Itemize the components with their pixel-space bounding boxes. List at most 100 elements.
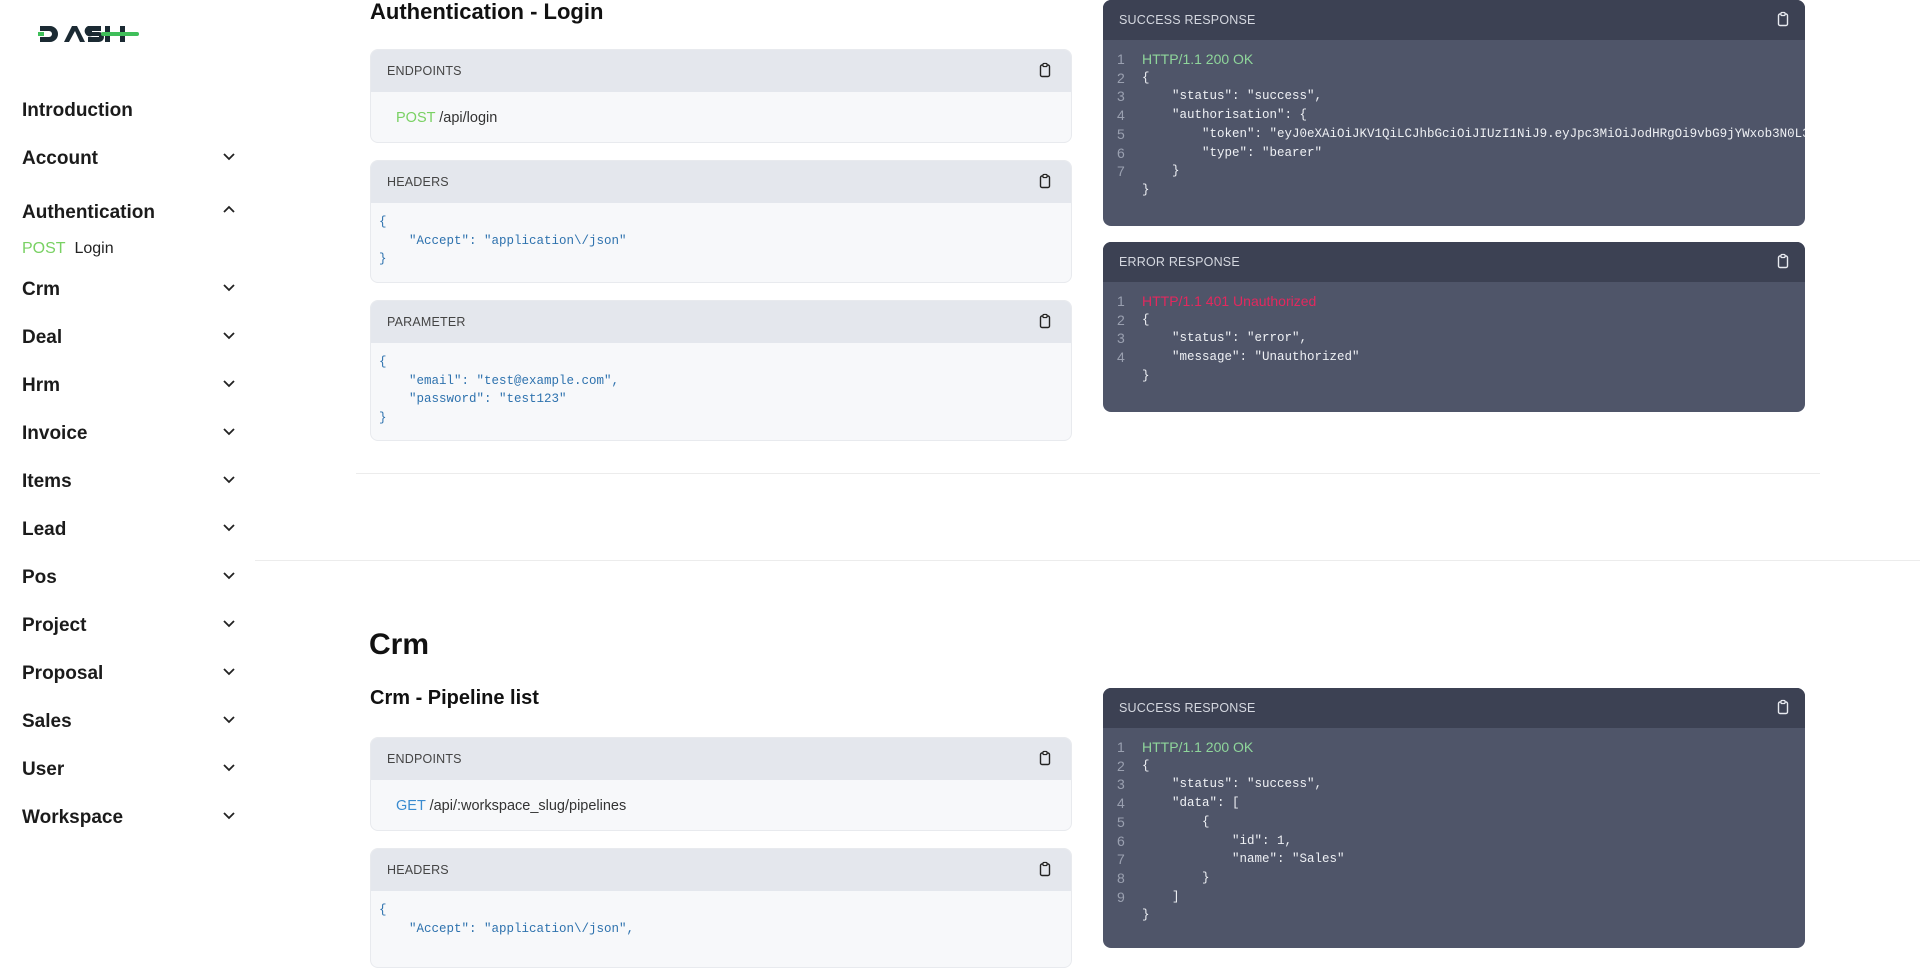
headers-code: { "Accept": "application\/json"} <box>371 203 1071 279</box>
code-text: "id": 1, <box>1142 833 1293 848</box>
code-text: "name": "Sales" <box>1142 852 1345 867</box>
success-code: 1 HTTP/1.1 200 OK 2{3 "status": "success",… <box>1103 40 1805 200</box>
clipboard-icon[interactable] <box>1775 253 1791 272</box>
code-line: 2{ <box>1103 69 1805 88</box>
clipboard-icon[interactable] <box>1037 62 1053 81</box>
sidebar-item-pos[interactable]: Pos <box>22 565 237 591</box>
chevron-down-icon[interactable] <box>221 567 237 589</box>
status-line: HTTP/1.1 401 Unauthorized <box>1142 293 1317 309</box>
sidebar-item-user[interactable]: User <box>22 757 237 783</box>
code-text: "status": "success", <box>1142 777 1323 792</box>
sidebar-item-project[interactable]: Project <box>22 613 237 639</box>
sidebar-item-crm[interactable]: Crm <box>22 277 237 303</box>
sidebar: Introduction Account Authentication POST Lo… <box>0 0 255 930</box>
sidebar-item-label: Lead <box>22 519 67 540</box>
sidebar-subitem-login[interactable]: POST Login <box>22 240 114 258</box>
chevron-down-icon[interactable] <box>221 375 237 397</box>
chevron-down-icon[interactable] <box>221 148 237 170</box>
endpoints-label: ENDPOINTS <box>387 752 462 766</box>
sidebar-item-account[interactable]: Account <box>22 146 237 172</box>
line-number <box>1103 367 1142 386</box>
clipboard-icon[interactable] <box>1775 699 1791 718</box>
method-badge: GET <box>396 798 426 814</box>
code-text: "authorisation": { <box>1142 108 1308 123</box>
code-line: } <box>379 410 387 425</box>
code-line: 4 "authorisation": { <box>1103 106 1805 125</box>
clipboard-icon[interactable] <box>1037 750 1053 769</box>
code-text: { <box>1142 814 1210 829</box>
clipboard-icon[interactable] <box>1037 313 1053 332</box>
chevron-down-icon[interactable] <box>221 423 237 445</box>
sidebar-item-label: Pos <box>22 567 57 588</box>
status-line: HTTP/1.1 200 OK <box>1142 739 1254 755</box>
headers-card: HEADERS { "Accept": "application\/json"} <box>370 160 1072 283</box>
sidebar-item-deal[interactable]: Deal <box>22 325 237 351</box>
line-number: 2 <box>1117 311 1125 328</box>
chevron-down-icon[interactable] <box>221 519 237 541</box>
sidebar-item-workspace[interactable]: Workspace <box>22 805 237 831</box>
code-text: } <box>1142 368 1150 383</box>
sidebar-subitem-label: Login <box>74 240 114 257</box>
success-response-panel: SUCCESS RESPONSE 1 HTTP/1.1 200 OK 2{3 "st… <box>1103 0 1805 226</box>
chevron-down-icon[interactable] <box>221 615 237 637</box>
line-number: 6 <box>1117 144 1125 161</box>
error-response-panel: ERROR RESPONSE 1 HTTP/1.1 401 Unauthorize… <box>1103 242 1805 412</box>
sidebar-item-label: Sales <box>22 711 72 732</box>
line-number: 4 <box>1117 107 1125 124</box>
line-number: 1 <box>1117 51 1125 67</box>
code-text: } <box>1142 182 1150 197</box>
line-number: 3 <box>1117 776 1125 793</box>
chevron-down-icon[interactable] <box>221 471 237 493</box>
chevron-down-icon[interactable] <box>221 279 237 301</box>
endpoint-url: POST /api/login <box>371 92 1071 126</box>
section-divider <box>255 560 1920 561</box>
sidebar-item-lead[interactable]: Lead <box>22 517 237 543</box>
endpoint-title: Crm - Pipeline list <box>370 687 539 709</box>
code-text: "status": "success", <box>1142 89 1323 104</box>
clipboard-icon[interactable] <box>1775 11 1791 30</box>
line-number: 3 <box>1117 88 1125 105</box>
code-line: 5 { <box>1103 813 1805 832</box>
code-text: "token": "eyJ0eXAiOiJKV1QiLCJhbGciOiJIUz… <box>1142 126 1805 141</box>
clipboard-icon[interactable] <box>1037 173 1053 192</box>
chevron-down-icon[interactable] <box>221 327 237 349</box>
endpoint-title: Authentication - Login <box>370 0 604 24</box>
chevron-down-icon[interactable] <box>221 711 237 733</box>
sidebar-item-sales[interactable]: Sales <box>22 709 237 735</box>
line-number <box>1103 906 1142 925</box>
code-line: 2{ <box>1103 757 1805 776</box>
dash-logo[interactable] <box>38 22 140 53</box>
line-number <box>1103 181 1142 200</box>
endpoint-url: GET /api/:workspace_slug/pipelines <box>371 780 1071 814</box>
code-line: "Accept": "application\/json" <box>379 233 627 248</box>
sidebar-item-hrm[interactable]: Hrm <box>22 373 237 399</box>
sidebar-item-authentication[interactable]: Authentication <box>22 200 237 226</box>
code-line: { <box>379 355 387 369</box>
line-number: 4 <box>1117 795 1125 812</box>
code-line: 3 "status": "error", <box>1103 329 1805 348</box>
code-line: 8 } <box>1103 869 1805 888</box>
chevron-down-icon[interactable] <box>221 759 237 781</box>
line-number: 2 <box>1117 757 1125 774</box>
sidebar-item-proposal[interactable]: Proposal <box>22 661 237 687</box>
clipboard-icon[interactable] <box>1037 861 1053 880</box>
method-badge: POST <box>22 240 66 257</box>
code-line: 1 HTTP/1.1 200 OK <box>1103 738 1805 757</box>
code-text: "message": "Unauthorized" <box>1142 350 1360 365</box>
sidebar-item-invoice[interactable]: Invoice <box>22 421 237 447</box>
code-line: 6 "id": 1, <box>1103 832 1805 851</box>
endpoints-label: ENDPOINTS <box>387 64 462 78</box>
sidebar-item-label: User <box>22 759 65 780</box>
line-number: 7 <box>1117 851 1125 868</box>
chevron-down-icon[interactable] <box>221 807 237 829</box>
line-number: 5 <box>1117 125 1125 142</box>
chevron-up-icon[interactable] <box>221 202 237 224</box>
sidebar-item-label: Account <box>22 148 98 169</box>
sidebar-item-items[interactable]: Items <box>22 469 237 495</box>
sidebar-item-label: Authentication <box>22 202 155 223</box>
chevron-down-icon[interactable] <box>221 663 237 685</box>
line-number: 3 <box>1117 330 1125 347</box>
code-text: ] <box>1142 889 1180 904</box>
sidebar-item-introduction[interactable]: Introduction <box>22 98 237 124</box>
headers-label: HEADERS <box>387 175 449 189</box>
